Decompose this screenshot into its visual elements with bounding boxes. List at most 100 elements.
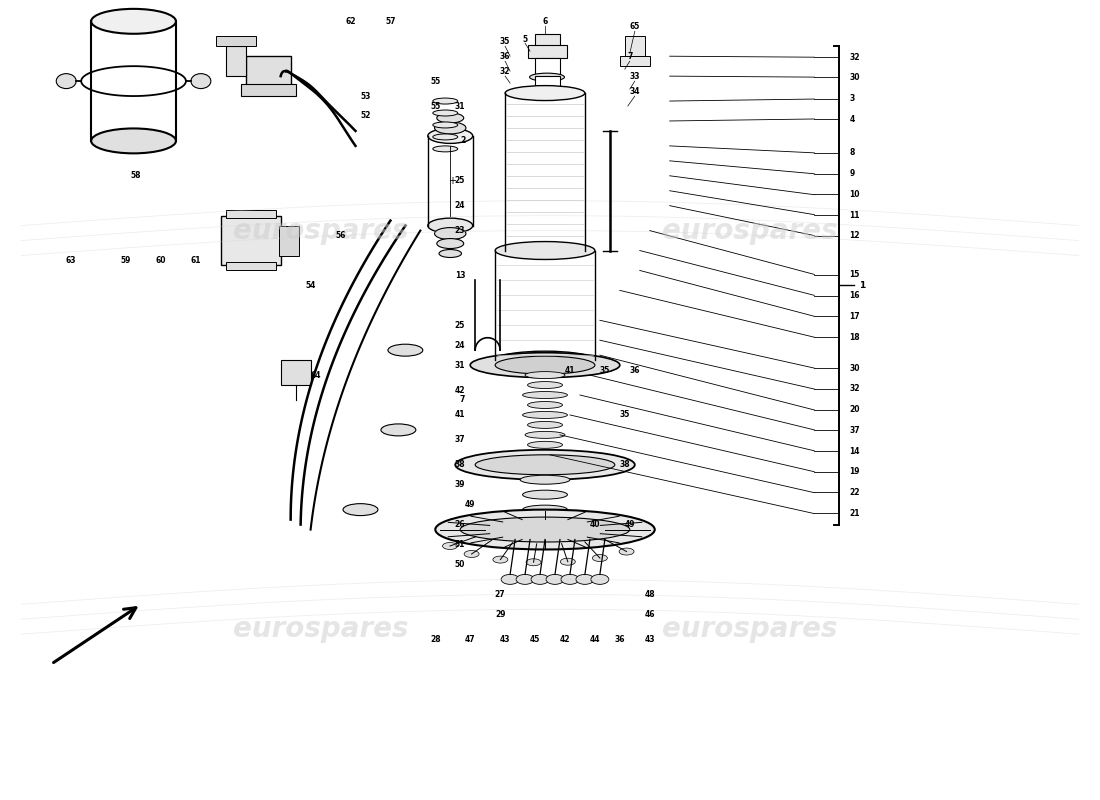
Text: 47: 47 — [465, 634, 475, 644]
Ellipse shape — [522, 490, 568, 499]
Text: 19: 19 — [849, 467, 860, 476]
Ellipse shape — [495, 242, 595, 259]
Text: 48: 48 — [645, 590, 656, 599]
Text: 27: 27 — [495, 590, 505, 599]
Text: 15: 15 — [849, 270, 859, 279]
Ellipse shape — [91, 129, 176, 154]
Ellipse shape — [593, 554, 607, 562]
Ellipse shape — [436, 510, 654, 550]
Text: 41: 41 — [565, 366, 575, 374]
Ellipse shape — [525, 431, 565, 438]
Text: 12: 12 — [849, 231, 860, 240]
Ellipse shape — [343, 504, 378, 515]
Ellipse shape — [470, 353, 619, 378]
Ellipse shape — [475, 455, 615, 474]
Ellipse shape — [432, 110, 458, 116]
Ellipse shape — [388, 344, 422, 356]
Ellipse shape — [528, 382, 562, 389]
Text: 31: 31 — [454, 102, 465, 110]
Ellipse shape — [526, 558, 541, 566]
Ellipse shape — [619, 548, 634, 555]
Text: 26: 26 — [454, 520, 465, 529]
Text: 62: 62 — [345, 17, 355, 26]
Text: 51: 51 — [454, 540, 465, 549]
Text: 44: 44 — [590, 634, 601, 644]
Ellipse shape — [495, 356, 595, 374]
Text: 11: 11 — [849, 210, 860, 219]
Ellipse shape — [428, 129, 473, 143]
Text: 10: 10 — [849, 190, 860, 199]
Text: 5: 5 — [522, 34, 528, 44]
Ellipse shape — [432, 146, 458, 152]
Ellipse shape — [520, 475, 570, 484]
Text: 24: 24 — [454, 341, 465, 350]
Ellipse shape — [525, 520, 565, 529]
Text: 25: 25 — [454, 176, 465, 186]
Text: 43: 43 — [645, 634, 654, 644]
Bar — [226, 210, 276, 218]
Text: 32: 32 — [849, 384, 860, 394]
Text: 46: 46 — [645, 610, 654, 618]
Ellipse shape — [531, 574, 549, 584]
Ellipse shape — [516, 574, 534, 584]
Text: 49: 49 — [464, 500, 475, 509]
Text: 28: 28 — [430, 634, 441, 644]
Text: 31: 31 — [454, 361, 465, 370]
Text: 53: 53 — [361, 91, 371, 101]
Ellipse shape — [591, 574, 609, 584]
Ellipse shape — [546, 574, 564, 584]
Text: 36: 36 — [499, 52, 510, 61]
Text: 9: 9 — [849, 169, 855, 178]
Ellipse shape — [432, 98, 458, 104]
Bar — [226, 262, 276, 270]
Bar — [535, 58, 560, 76]
Ellipse shape — [522, 391, 568, 398]
Text: 55: 55 — [430, 77, 440, 86]
Text: 13: 13 — [454, 271, 465, 280]
Text: 34: 34 — [629, 86, 640, 95]
Text: 54: 54 — [306, 281, 316, 290]
Text: 65: 65 — [629, 22, 640, 31]
Text: 3: 3 — [849, 94, 855, 103]
Text: 36: 36 — [615, 634, 625, 644]
Ellipse shape — [561, 574, 579, 584]
Ellipse shape — [460, 517, 630, 542]
Text: 30: 30 — [849, 364, 860, 373]
Text: 14: 14 — [849, 446, 860, 455]
Text: 45: 45 — [530, 634, 540, 644]
Ellipse shape — [434, 122, 466, 134]
Ellipse shape — [525, 451, 565, 458]
Ellipse shape — [442, 542, 458, 550]
Text: 50: 50 — [454, 560, 465, 569]
Ellipse shape — [505, 86, 585, 101]
Text: 35: 35 — [619, 410, 630, 419]
Bar — [280, 360, 310, 385]
Ellipse shape — [428, 218, 473, 233]
Text: 25: 25 — [454, 321, 465, 330]
Text: 52: 52 — [361, 111, 371, 121]
Text: eurospares: eurospares — [662, 615, 837, 643]
Ellipse shape — [464, 550, 480, 558]
Text: 17: 17 — [849, 312, 860, 321]
Text: 35: 35 — [600, 366, 610, 374]
Bar — [535, 76, 560, 89]
Text: 57: 57 — [385, 17, 396, 26]
Bar — [216, 36, 255, 46]
Ellipse shape — [528, 422, 562, 429]
Text: 7: 7 — [460, 395, 465, 405]
Text: eurospares: eurospares — [233, 615, 408, 643]
Text: 61: 61 — [190, 256, 201, 265]
Text: eurospares: eurospares — [662, 217, 837, 245]
Ellipse shape — [525, 371, 565, 378]
Bar — [528, 46, 566, 58]
Text: 2: 2 — [460, 137, 465, 146]
Bar — [221, 216, 280, 266]
Bar — [625, 36, 645, 56]
Ellipse shape — [437, 113, 464, 123]
Text: 43: 43 — [499, 634, 510, 644]
Ellipse shape — [455, 450, 635, 480]
Ellipse shape — [437, 238, 464, 249]
Ellipse shape — [493, 556, 508, 563]
Bar — [619, 56, 650, 66]
Ellipse shape — [56, 74, 76, 89]
